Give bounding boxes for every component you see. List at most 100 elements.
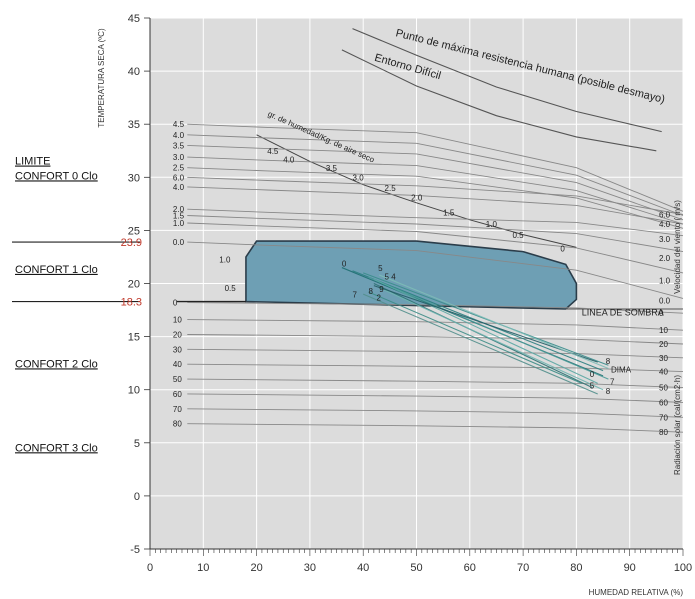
humidity-value-label: 4.5 [267,147,279,156]
comfort-zone-group [245,240,578,310]
humidity-value-label: 1.5 [443,209,455,218]
wind-left-label: 4.5 [173,120,185,129]
wind-curve [187,167,684,229]
sun-point-label: 5 4 [385,272,397,281]
radiation-right-label: 30 [659,354,668,363]
radiation-curve [187,378,684,389]
comfort-zone [245,240,578,310]
wind-right-label: 4.0 [659,220,671,229]
y-tick-label: 10 [128,385,140,397]
y-tick-label: 45 [128,13,140,25]
radiation-curve [187,423,684,433]
side-comfort-label: CONFORT 3 Clo [15,442,98,454]
wind-left-label: 6.0 [173,173,185,182]
wind-curve [187,134,684,216]
wind-right-label: 6.0 [659,210,671,219]
sun-line [378,287,604,391]
humidity-value-label: 2.0 [411,194,423,203]
humidity-value-label: 0.5 [512,231,524,240]
y-tick-label: -5 [130,544,140,556]
radiation-left-label: 80 [173,420,182,429]
wind-zone-label: 0.5 [225,284,237,293]
humidity-value-label: 3.5 [326,164,338,173]
x-axis-title: HUMEDAD RELATIVA (%) [589,588,684,597]
x-tick-label: 50 [410,562,422,574]
side-comfort-label: LIMITE [15,156,50,168]
radiation-left-label: 50 [173,375,182,384]
wind-right-label: 3.0 [659,235,671,244]
humidity-value-label: 1.0 [486,220,498,229]
y-tick-label: 35 [128,119,140,131]
wind-curve [187,186,684,225]
radiation-right-label: 0 [659,309,664,318]
sun-line [362,293,598,395]
radiation-left-label: 0 [173,299,178,308]
radiation-right-label: 60 [659,398,668,407]
wind-curve [187,176,684,215]
wind-left-label: 3.0 [173,153,185,162]
wind-curve [187,222,684,274]
wind-left-label: 4.0 [173,183,185,192]
sun-point-label: 0 [590,370,595,379]
radiation-right-label: 40 [659,368,668,377]
wind-curve [187,215,684,253]
sun-point-label: DIMA [611,366,632,375]
sun-point-label: 7 [353,290,358,299]
x-tick-label: 30 [304,562,316,574]
radiation-right-label: 80 [659,428,668,437]
radiation-left-label: 10 [173,316,182,325]
wind-left-label: 1.5 [173,212,185,221]
wind-left-label: 0.0 [173,238,185,247]
wind-right-label: 0.0 [659,296,671,305]
radiation-curve [187,334,684,345]
x-tick-label: 70 [517,562,529,574]
sun-line [368,276,609,380]
y-tick-label: 30 [128,172,140,184]
shade-line-label: LINEA DE SOMBRA [582,307,664,317]
humidity-value-label: 0 [560,245,565,254]
radiation-curve [187,393,684,403]
sun-point-label: 0 [342,260,347,269]
sun-point-label: 9 [379,285,384,294]
side-labels-group: LIMITE CONFORT 0 Clo CONFORT 1 Clo CONFORT … [12,156,142,454]
radiation-curve [187,302,684,314]
y-tick-label: 0 [134,491,140,503]
x-tick-label: 20 [250,562,262,574]
radiation-left-label: 30 [173,345,182,354]
sun-lines-group [341,267,609,395]
humidity-value-label: 2.5 [385,184,397,193]
wind-zone-label: 1.0 [219,255,231,264]
radiation-right-label: 70 [659,413,668,422]
sun-point-label: 5 [590,382,595,391]
x-tick-label: 100 [674,562,692,574]
y-tick-label: 20 [128,279,140,291]
sun-line [363,272,609,366]
x-tick-label: 0 [147,562,153,574]
y-tick-label: 40 [128,66,140,78]
sun-point-label: 7 [610,377,615,386]
y-tick-label: 5 [134,438,140,450]
sun-line [373,278,598,384]
x-tick-label: 10 [197,562,209,574]
radiation-curve [187,408,684,418]
radiation-axis-title: Radiación solar (cal/(cm2·h) [673,375,682,475]
wind-right-label: 2.0 [659,254,671,263]
side-comfort-label: CONFORT 0 Clo [15,170,98,182]
wind-curve [187,144,684,221]
radiation-left-label: 40 [173,360,182,369]
y-axis-title: TEMPERATURA SECA (ºC) [97,28,106,128]
top-curve [352,28,662,133]
wind-left-label: 2.0 [173,205,185,214]
radiation-right-label: 10 [659,326,668,335]
sun-point-label: 8 [606,387,611,396]
sun-point-label: 8 [369,287,374,296]
wind-curve [187,241,684,299]
curves-group [176,28,684,433]
humidity-value-label: 3.0 [353,173,365,182]
humidity-value-label: 4.0 [283,155,295,164]
wind-axis-title: Velocidad del viento ( m/s) [673,200,682,294]
radiation-right-label: 20 [659,340,668,349]
side-comfort-label: CONFORT 2 Clo [15,358,98,370]
wind-left-label: 3.5 [173,141,185,150]
